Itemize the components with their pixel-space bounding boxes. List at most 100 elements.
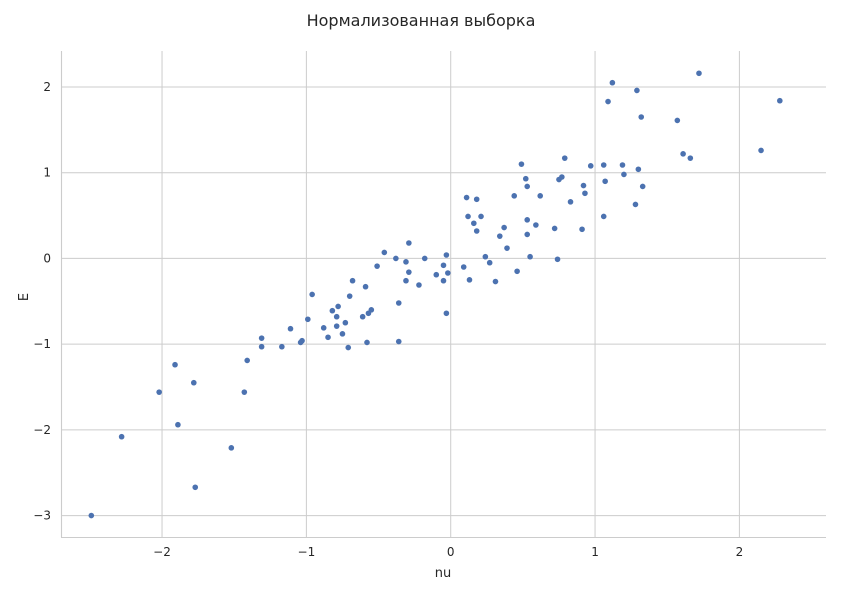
y-tick-label: −1 [33,337,51,351]
scatter-point [758,147,764,154]
scatter-point [393,255,399,262]
scatter-point [320,325,327,331]
scatter-point [381,249,388,256]
scatter-point [524,231,531,238]
scatter-point [345,344,352,351]
scatter-point [443,252,450,258]
scatter-point [524,217,531,223]
scatter-point [287,325,294,332]
scatter-point [403,259,409,265]
scatter-point [471,220,477,227]
scatter-point [619,162,626,168]
scatter-point [537,193,544,199]
scatter-point [674,117,681,124]
scatter-point [632,201,639,208]
scatter-point [309,291,315,298]
x-tick-label: 0 [447,545,455,559]
scatter-point [482,253,489,260]
y-tick-label: −3 [33,509,51,523]
x-tick-label: −2 [153,545,171,559]
scatter-point [440,277,447,284]
y-tick-label: 1 [43,166,51,180]
scatter-point [445,270,451,276]
scatter-point [466,277,473,283]
scatter-point [514,268,520,275]
x-tick-label: −1 [298,545,316,559]
scatter-point [511,193,518,199]
scatter-point [406,269,412,275]
scatter-point [325,334,331,341]
scatter-point [440,262,447,269]
scatter-point [279,343,285,350]
axes-spines [60,51,826,539]
scatter-point [478,213,484,220]
scatter-point [346,293,353,299]
scatter-point [241,389,248,395]
scatter-point [486,259,493,266]
scatter-point [567,199,574,205]
scatter-point [258,335,265,341]
scatter-point [395,338,402,345]
scatter-point [496,233,503,239]
scatter-point [680,151,686,157]
y-tick-labels: −3 −2 −1 0 1 2 [33,80,51,523]
scatter-point [416,282,422,288]
scatter-point [524,183,531,190]
scatter-point [244,357,250,364]
y-tick-label: 0 [43,251,51,265]
y-axis-label: E [17,293,32,301]
chart-title: Нормализованная выборка [307,11,536,30]
scatter-point [374,263,380,269]
scatter-point [504,245,510,251]
y-tick-label: −2 [33,423,51,437]
scatter-point [88,512,95,519]
scatter-point [433,271,440,278]
scatter-point [600,213,607,220]
scatter-point [335,303,341,310]
scatter-point [501,224,507,231]
scatter-point [463,194,470,201]
scatter-point [359,313,366,320]
scatter-point [333,313,340,320]
scatter-point [609,79,616,86]
scatter-point [600,162,607,168]
scatter-point [554,256,561,263]
scatter-point [362,283,369,290]
scatter-point [687,155,694,161]
y-tick-label: 2 [43,80,51,94]
scatter-point [172,361,178,368]
scatter-point [492,278,499,285]
x-axis-label: nu [435,566,451,581]
scatter-point [349,277,356,284]
scatter-point [579,226,585,233]
scatter-point [582,190,588,197]
scatter-point [634,87,640,94]
scatter-point [559,174,565,180]
scatter-point [368,307,375,313]
scatter-point [156,389,162,395]
scatter-point [460,264,467,270]
scatter-point [258,343,265,350]
scatter-point [638,114,645,120]
scatter-point [403,277,409,284]
scatter-point [602,178,608,185]
scatter-point [639,183,646,190]
scatter-point [777,97,783,104]
scatter-point [421,255,428,262]
scatter-point [364,339,370,346]
scatter-point [561,155,568,161]
scatter-point [473,228,480,234]
scatter-point [605,98,611,105]
scatter-point [580,182,587,189]
scatter-point [406,240,412,246]
scatter-point [443,310,450,317]
scatter-point [342,319,349,326]
scatter-point [175,421,181,428]
scatter-point [192,484,199,491]
x-tick-label: 2 [736,545,744,559]
scatter-point [587,163,594,169]
scatter-point [635,166,642,173]
data-points [88,70,783,519]
scatter-point [518,161,525,167]
